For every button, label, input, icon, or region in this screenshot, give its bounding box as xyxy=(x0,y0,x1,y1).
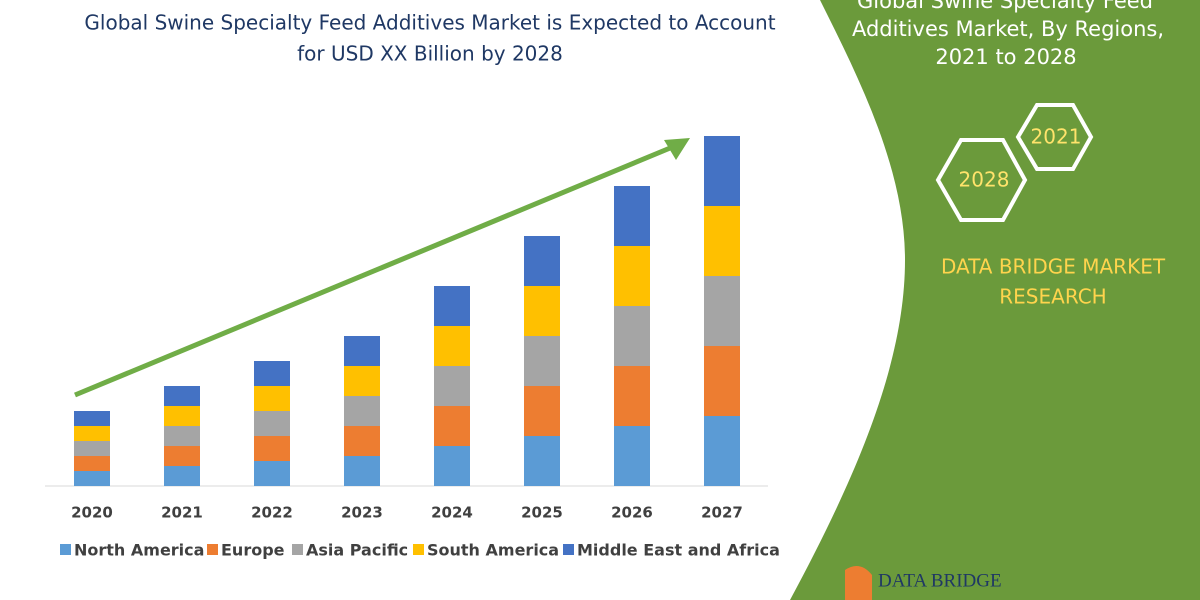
bar-segment xyxy=(524,336,560,386)
panel-heading: 2021 to 2028 xyxy=(935,45,1076,69)
bar-segment xyxy=(164,386,200,406)
bar-segment xyxy=(434,406,470,446)
hexagon xyxy=(1015,103,1094,171)
bar-segment xyxy=(344,456,380,486)
bar-segment xyxy=(254,386,290,411)
legend-swatch xyxy=(413,544,424,555)
x-tick-label: 2023 xyxy=(341,504,383,522)
x-tick-label: 2021 xyxy=(161,504,203,522)
x-tick-label: 2024 xyxy=(431,504,473,522)
bar-segment xyxy=(164,446,200,466)
bar-segment xyxy=(434,366,470,406)
legend-swatch xyxy=(292,544,303,555)
bar-segment xyxy=(524,286,560,336)
bar-segment xyxy=(164,466,200,486)
bar-segment xyxy=(74,456,110,471)
bar-segment xyxy=(704,346,740,416)
brand-text: DATA BRIDGE MARKET xyxy=(941,255,1166,279)
chart-title: for USD XX Billion by 2028 xyxy=(297,42,563,66)
bar-segment xyxy=(704,276,740,346)
x-tick-label: 2027 xyxy=(701,504,743,522)
bar-segment xyxy=(254,461,290,486)
legend-label: North America xyxy=(74,541,204,560)
bar-segment xyxy=(344,366,380,396)
bar-segment xyxy=(434,326,470,366)
panel-heading: Additives Market, By Regions, xyxy=(852,17,1164,41)
bar-segment xyxy=(254,411,290,436)
trend-arrow xyxy=(74,143,676,398)
bar-segment xyxy=(524,436,560,486)
year-badge: 2021 xyxy=(1031,125,1082,149)
bar-segment xyxy=(164,426,200,446)
bar-segment xyxy=(74,471,110,486)
legend-label: Asia Pacific xyxy=(306,541,408,560)
bar-segment xyxy=(524,386,560,436)
bar-segment xyxy=(434,286,470,326)
bar-segment xyxy=(74,426,110,441)
chart-title: Global Swine Specialty Feed Additives Ma… xyxy=(84,11,775,35)
bar-segment xyxy=(614,186,650,246)
bar-segment xyxy=(704,416,740,486)
bar-segment xyxy=(344,426,380,456)
x-tick-label: 2026 xyxy=(611,504,653,522)
bar-segment xyxy=(344,336,380,366)
bar-segment xyxy=(254,436,290,461)
bar-segment xyxy=(704,206,740,276)
bar-segment xyxy=(164,406,200,426)
bar-segment xyxy=(344,396,380,426)
hexagon xyxy=(935,138,1028,222)
legend-label: South America xyxy=(427,541,559,560)
legend-swatch xyxy=(563,544,574,555)
brand-text: RESEARCH xyxy=(999,285,1106,309)
bar-segment xyxy=(434,446,470,486)
side-panel xyxy=(790,0,1200,600)
x-tick-label: 2020 xyxy=(71,504,113,522)
legend-label: Middle East and Africa xyxy=(577,541,780,560)
panel-heading: Global Swine Specialty Feed xyxy=(857,0,1153,13)
bar-segment xyxy=(74,441,110,456)
legend-swatch xyxy=(60,544,71,555)
logo-text: DATA BRIDGE xyxy=(878,570,1002,591)
bar-segment xyxy=(614,306,650,366)
x-tick-label: 2022 xyxy=(251,504,293,522)
bar-segment xyxy=(254,361,290,386)
legend-label: Europe xyxy=(221,541,285,560)
arrow-head xyxy=(664,138,690,160)
bar-segment xyxy=(704,136,740,206)
bar-segment xyxy=(614,366,650,426)
bar-segment xyxy=(614,426,650,486)
legend-swatch xyxy=(207,544,218,555)
bar-segment xyxy=(614,246,650,306)
bar-segment xyxy=(74,411,110,426)
logo-mark xyxy=(845,566,872,600)
bar-segment xyxy=(524,236,560,286)
year-badge: 2028 xyxy=(959,168,1010,192)
x-tick-label: 2025 xyxy=(521,504,563,522)
